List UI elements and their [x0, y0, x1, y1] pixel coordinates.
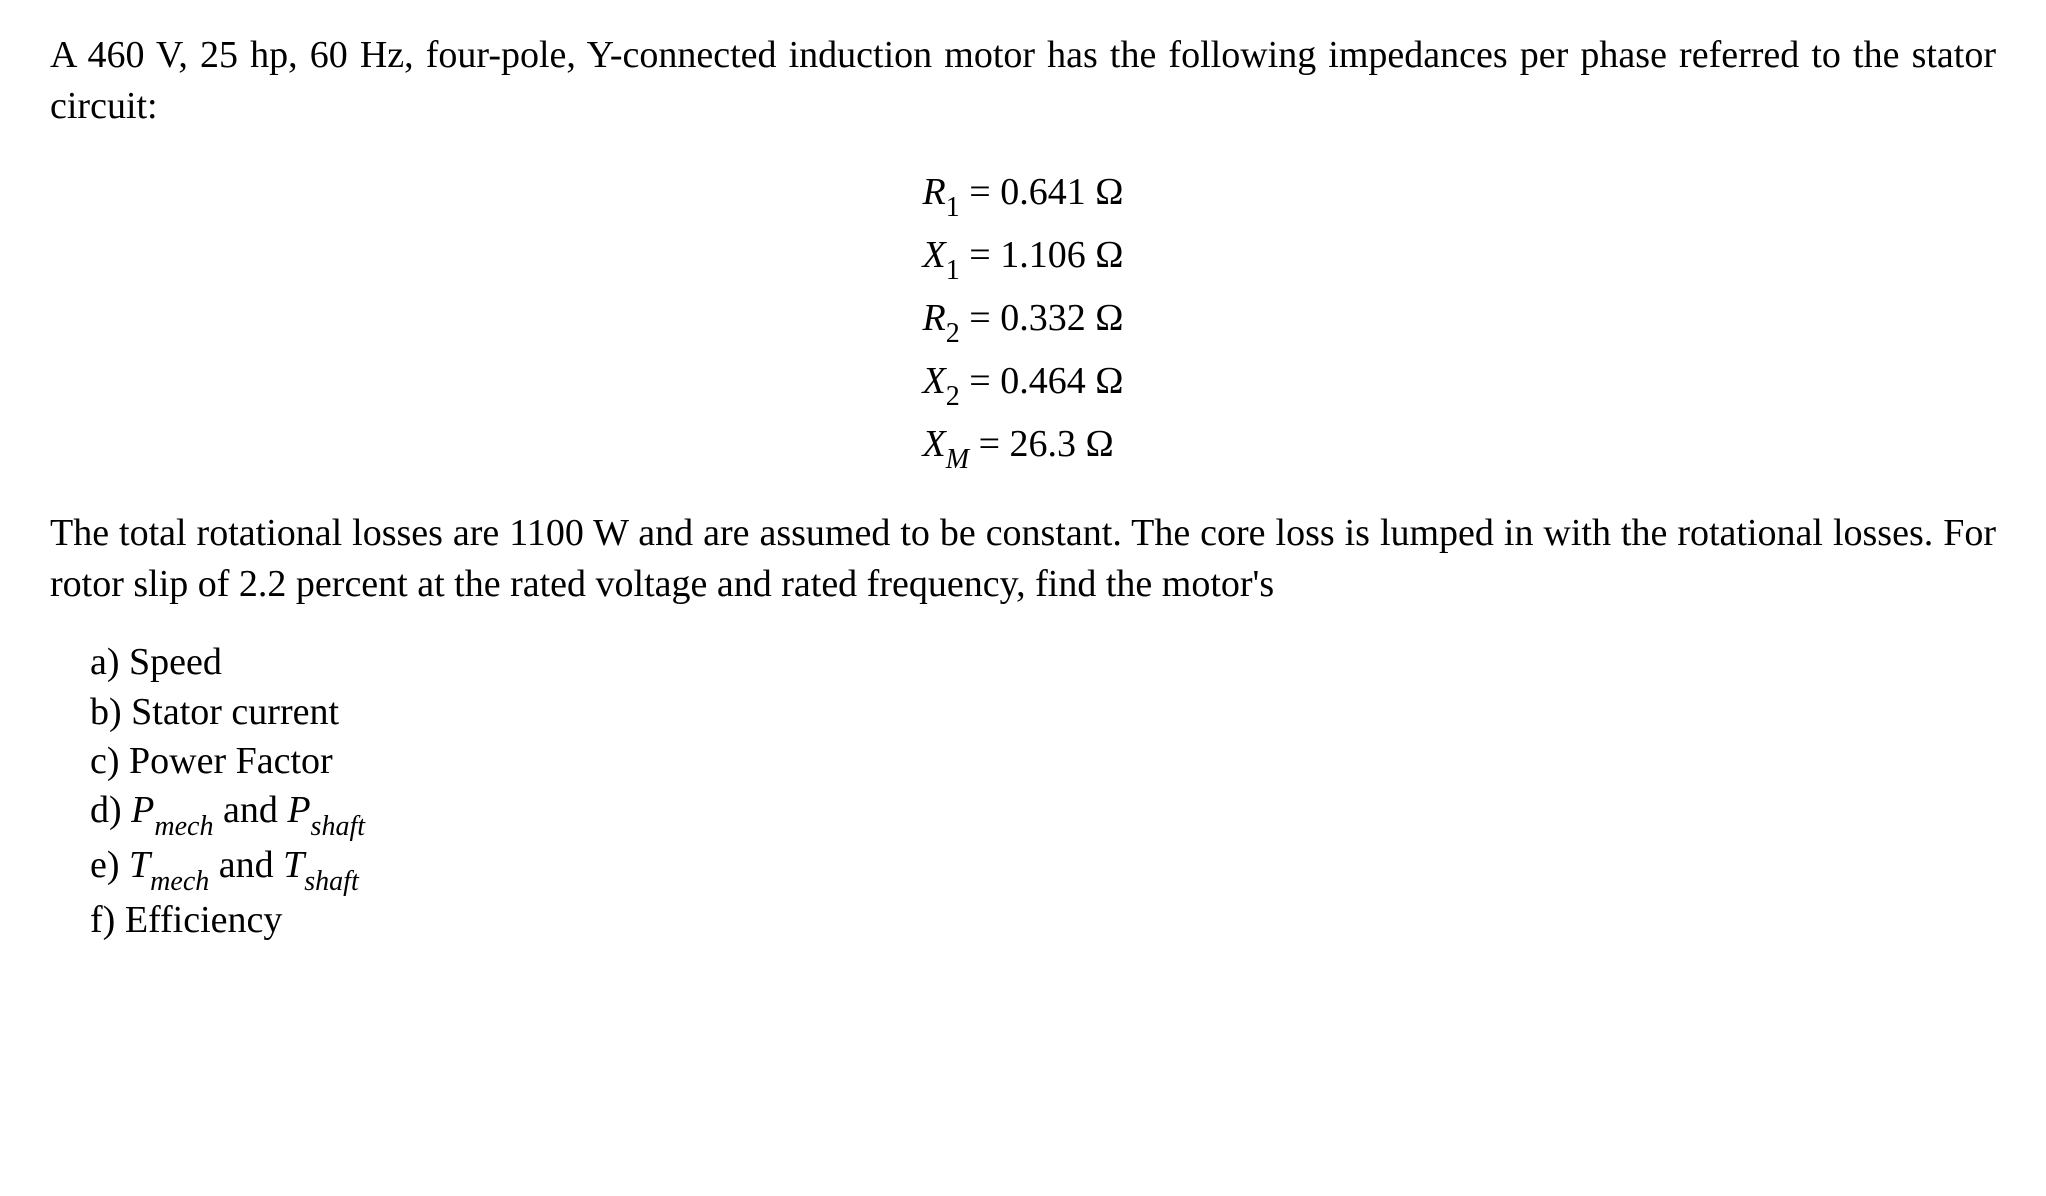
problem-middle: The total rotational losses are 1100 W a… [50, 508, 1996, 611]
item-c: c) Power Factor [90, 737, 1996, 786]
symbol: X [923, 360, 946, 402]
equals: = [960, 360, 1000, 402]
unit: Ω [1095, 297, 1123, 339]
symbol-p1: P [131, 789, 154, 831]
item-letter: a) [90, 641, 120, 683]
value: 0.641 [1000, 171, 1086, 213]
item-letter: b) [90, 691, 122, 733]
symbol-t1: T [129, 844, 150, 886]
item-a: a) Speed [90, 638, 1996, 687]
value: 0.332 [1000, 297, 1086, 339]
symbol-p2: P [287, 789, 310, 831]
unit: Ω [1086, 423, 1114, 465]
impedance-xm: XM = 26.3 Ω [923, 415, 1124, 478]
impedance-r2: R2 = 0.332 Ω [923, 289, 1124, 352]
item-letter: d) [90, 789, 122, 831]
impedance-values: R1 = 0.641 Ω X1 = 1.106 Ω R2 = 0.332 Ω X… [50, 163, 1996, 478]
symbol: X [923, 234, 946, 276]
and-text: and [209, 844, 283, 886]
equals: = [960, 234, 1000, 276]
impedance-x2: X2 = 0.464 Ω [923, 352, 1124, 415]
value: 0.464 [1000, 360, 1086, 402]
equals: = [960, 297, 1000, 339]
subscript: M [946, 444, 969, 475]
item-letter: f) [90, 899, 115, 941]
item-letter: c) [90, 740, 120, 782]
subscript: 2 [946, 318, 960, 349]
sp [1086, 171, 1096, 213]
item-f: f) Efficiency [90, 896, 1996, 945]
item-text: Power Factor [129, 740, 333, 782]
unit: Ω [1095, 360, 1123, 402]
subscript: 1 [946, 192, 960, 223]
symbol: X [923, 423, 946, 465]
sp [1076, 423, 1086, 465]
subscript: 1 [946, 255, 960, 286]
problem-intro: A 460 V, 25 hp, 60 Hz, four-pole, Y-conn… [50, 30, 1996, 133]
item-d: d) Pmech and Pshaft [90, 786, 1996, 841]
impedance-r1: R1 = 0.641 Ω [923, 163, 1124, 226]
item-letter: e) [90, 844, 120, 886]
unit: Ω [1095, 171, 1123, 213]
subscript-t2: shaft [304, 866, 358, 897]
sp [1086, 234, 1096, 276]
item-text: Efficiency [125, 899, 283, 941]
equals: = [969, 423, 1009, 465]
value: 26.3 [1010, 423, 1077, 465]
equals: = [960, 171, 1000, 213]
symbol-t2: T [283, 844, 304, 886]
item-text: Speed [129, 641, 222, 683]
item-b: b) Stator current [90, 688, 1996, 737]
sp [1086, 360, 1096, 402]
subscript-p1: mech [154, 811, 213, 842]
impedance-x1: X1 = 1.106 Ω [923, 226, 1124, 289]
item-e: e) Tmech and Tshaft [90, 841, 1996, 896]
unit: Ω [1095, 234, 1123, 276]
item-text: Stator current [131, 691, 339, 733]
subscript-t1: mech [150, 866, 209, 897]
symbol: R [923, 297, 946, 339]
and-text: and [213, 789, 287, 831]
symbol: R [923, 171, 946, 213]
sp [1086, 297, 1096, 339]
subscript-p2: shaft [311, 811, 365, 842]
question-list: a) Speed b) Stator current c) Power Fact… [90, 638, 1996, 946]
subscript: 2 [946, 381, 960, 412]
value: 1.106 [1000, 234, 1086, 276]
